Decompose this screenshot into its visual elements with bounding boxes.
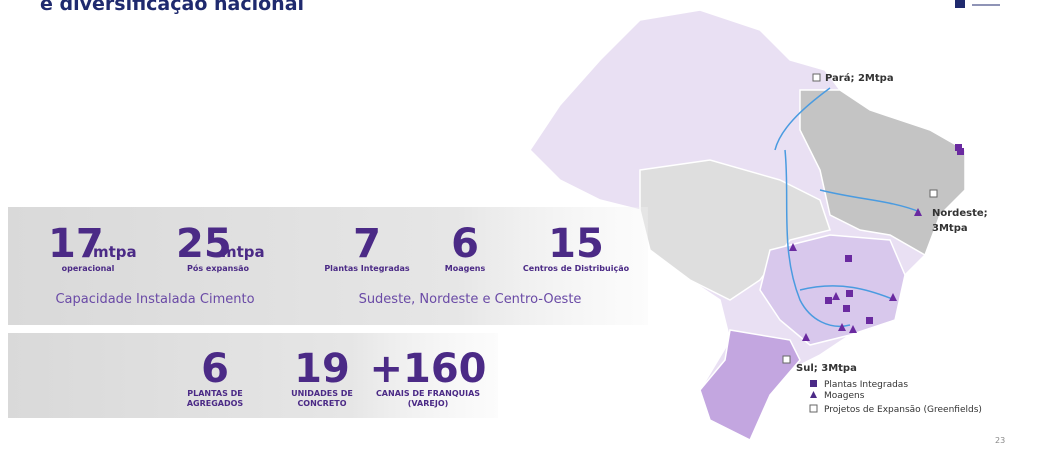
stat-label: UNIDADES DE	[291, 389, 353, 398]
stat-label: CANAIS DE FRANQUIAS	[376, 389, 480, 398]
page-number: 23	[995, 436, 1005, 445]
stat-unit: mtpa	[221, 243, 265, 261]
stat-value: 15	[548, 221, 604, 267]
stat-value: +160	[369, 346, 486, 392]
logo	[955, 0, 965, 8]
caption: Sudeste, Nordeste e Centro-Oeste	[359, 292, 582, 307]
stat-label: CONCRETO	[297, 399, 346, 408]
map-label: Sul; 3Mtpa	[796, 363, 857, 374]
map-label: Pará; 2Mtpa	[825, 72, 894, 84]
stat-label: Moagens	[445, 264, 486, 273]
title: e diversificação nacional	[40, 0, 304, 15]
stat-label: PLANTAS DE	[187, 389, 243, 398]
stat-value: 25	[176, 221, 232, 267]
legend-label: Plantas Integradas	[824, 380, 908, 390]
stat-value: 6	[201, 346, 229, 392]
stat-label: (VAREJO)	[408, 399, 449, 408]
band	[8, 333, 498, 418]
legend	[809, 380, 818, 413]
legend-label: Projetos de Expansão (Greenfields)	[824, 405, 982, 415]
map-label: Nordeste;	[932, 208, 988, 219]
stat-label: Centros de Distribuição	[523, 264, 630, 273]
stat-label: Plantas Integradas	[324, 264, 410, 273]
band	[8, 207, 648, 325]
stat-value: 17	[48, 221, 104, 267]
map	[529, 9, 966, 442]
stat-unit: mtpa	[93, 243, 137, 261]
legend-label: Moagens	[824, 391, 865, 401]
stat-label: operacional	[62, 264, 115, 273]
stat-label: Pós expansão	[187, 263, 249, 273]
caption: Capacidade Instalada Cimento	[55, 292, 254, 307]
map-label: 3Mtpa	[932, 223, 968, 234]
stat-value: 6	[451, 221, 479, 267]
stat-label: AGREGADOS	[187, 399, 244, 408]
stat-value: 7	[353, 221, 381, 267]
stat-value: 19	[294, 346, 350, 392]
